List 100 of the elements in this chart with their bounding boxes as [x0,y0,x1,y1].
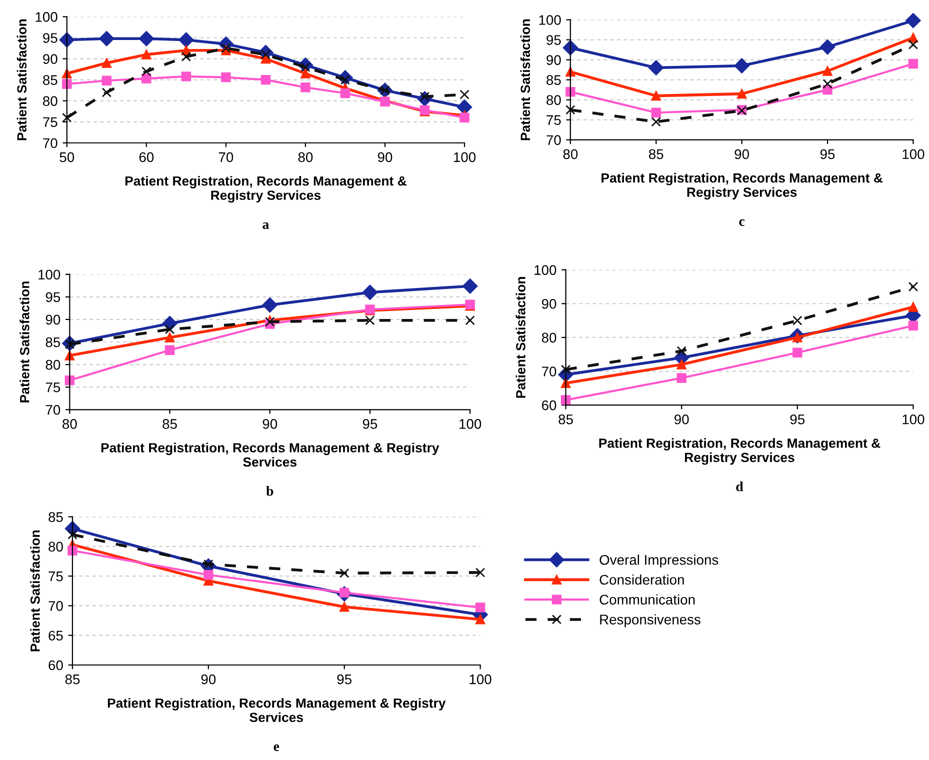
x-tick-label: 80 [563,149,578,160]
point [906,12,921,28]
x-tick-label: 50 [60,152,74,162]
point [300,82,310,92]
x-axis-title: Patient Registration, Records Management & Registry Services [125,176,406,203]
x-axis-title: Patient Registration, Records Management & Registry Services [101,442,440,467]
y-tick-label: 75 [43,117,58,128]
text: c [739,219,745,226]
point [566,86,576,97]
point [792,348,802,358]
point [260,54,271,64]
x-tick-label: 90 [674,414,689,424]
x-tick-label: 60 [139,152,154,162]
point [164,345,175,355]
point [340,88,350,98]
y-tick-label: 100 [539,15,561,25]
point [178,32,194,48]
legend-label: Responsiveness [600,614,700,628]
point [822,78,832,89]
point [456,100,472,115]
point [562,40,578,56]
point [68,546,78,556]
point [651,116,661,127]
point [181,52,192,62]
x-tick-label: 70 [218,152,234,162]
y-axis-title: Patient Satisfaction [20,282,30,402]
point [99,31,114,46]
y-tick-label: 70 [542,366,556,376]
point [68,530,78,540]
x-tick-label: 90 [201,674,216,684]
y-tick-label: 85 [48,512,63,522]
point [164,324,175,334]
point [908,320,918,330]
point [362,284,378,300]
x-tick-label: 95 [362,419,378,429]
x-axis-title: Patient Registration, Records Management & Registry Services [599,438,880,465]
point [260,74,271,85]
x-tick-label: 90 [262,419,278,429]
x-tick-label: 95 [820,149,835,160]
x-axis-title: Patient Registration, Records Management & Registry Services [108,698,446,722]
x-tick-label: 100 [470,674,492,684]
point [339,602,350,612]
y-tick-label: 70 [43,138,58,148]
y-tick-label: 100 [38,270,60,280]
point [475,602,486,612]
x-tick-label: 100 [902,414,924,424]
text: b [266,486,274,496]
point [102,76,112,86]
point [676,373,686,383]
point [465,315,475,326]
point [204,570,214,580]
point [736,88,747,99]
point [102,88,112,98]
point [142,74,152,84]
x-tick-label: 85 [65,674,80,684]
y-axis-title: Patient Satisfaction [520,19,530,140]
point [142,50,152,60]
point [339,568,350,578]
point [102,58,112,68]
x-tick-label: 100 [454,152,476,162]
text: d [736,481,744,492]
point [734,58,750,74]
y-tick-label: 70 [48,601,63,611]
y-axis-title: Patient Satisfaction [516,277,526,398]
y-tick-label: 90 [542,298,556,309]
y-tick-label: 60 [48,660,63,670]
point [820,39,836,55]
y-tick-label: 80 [48,542,63,552]
x-tick-label: 80 [62,419,77,429]
point [648,60,664,76]
point [908,58,918,69]
point [138,31,154,46]
point [460,112,470,123]
x-tick-label: 95 [790,414,805,424]
point [822,66,832,76]
legend-label: Communication [600,594,695,605]
point [908,302,918,312]
point [164,332,175,342]
point [62,79,72,89]
text: e [274,744,280,752]
point [221,72,231,82]
y-tick-label: 65 [48,630,63,641]
point [676,346,686,356]
y-tick-label: 60 [542,400,556,410]
y-tick-label: 95 [43,33,58,43]
point [676,360,686,370]
y-tick-label: 75 [546,115,561,125]
y-tick-label: 85 [546,75,561,85]
point [475,568,486,578]
y-tick-label: 70 [46,404,60,415]
x-tick-label: 85 [162,419,177,429]
y-tick-label: 80 [542,332,556,343]
y-tick-label: 95 [546,35,561,45]
point [365,315,375,326]
point [566,104,576,115]
point [460,90,470,100]
point [300,68,310,78]
point [792,316,802,326]
point [260,50,271,60]
x-tick-label: 80 [298,152,313,162]
